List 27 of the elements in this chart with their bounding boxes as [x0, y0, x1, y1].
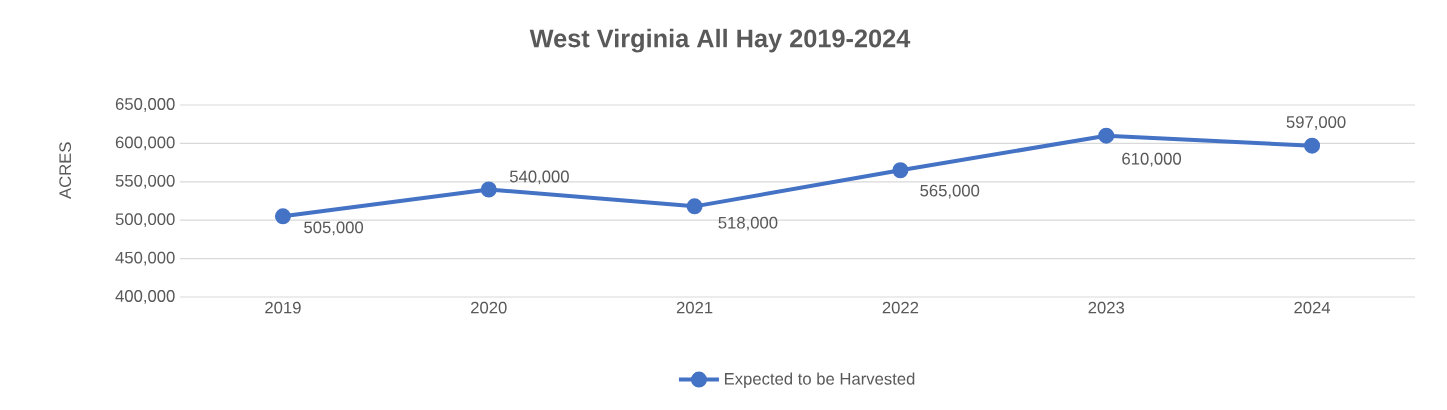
- point: [686, 198, 703, 215]
- x-tick-label: 2023: [1088, 301, 1125, 314]
- x-tick-label: 2019: [265, 301, 301, 314]
- point: [274, 208, 291, 225]
- y-tick-label: 650,000: [115, 98, 175, 112]
- y-tick-label: 400,000: [115, 290, 175, 304]
- y-tick-label: 600,000: [115, 136, 175, 151]
- x-tick-label: 2024: [1294, 301, 1331, 314]
- y-tick-label: 550,000: [115, 174, 175, 189]
- data-label: 540,000: [509, 170, 569, 185]
- data-label: 565,000: [920, 184, 980, 199]
- x-tick-label: 2020: [471, 301, 507, 314]
- y-axis-title: ACRES: [59, 142, 72, 199]
- y-tick-label: 450,000: [115, 251, 175, 266]
- data-label: 518,000: [718, 216, 778, 231]
- y-tick-label: 500,000: [115, 213, 175, 228]
- point: [892, 162, 909, 179]
- point: [1098, 127, 1115, 144]
- x-tick-label: 2022: [882, 301, 919, 314]
- chart-title: West Virginia All Hay 2019-2024: [529, 28, 911, 53]
- point: [480, 181, 497, 198]
- data-label: 505,000: [304, 221, 364, 236]
- legend-label: Expected to be Harvested: [724, 372, 915, 389]
- point: [1304, 137, 1321, 154]
- data-label: 597,000: [1286, 116, 1346, 130]
- data-label: 610,000: [1122, 152, 1182, 167]
- x-tick-label: 2021: [676, 301, 713, 314]
